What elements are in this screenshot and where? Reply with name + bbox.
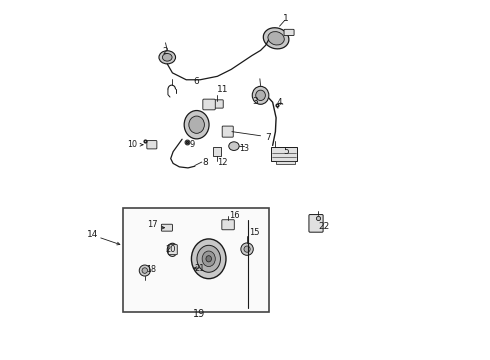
Text: 4: 4 — [277, 98, 282, 107]
FancyBboxPatch shape — [284, 29, 294, 36]
Text: 16: 16 — [229, 211, 239, 220]
Ellipse shape — [252, 86, 269, 104]
Circle shape — [244, 246, 250, 252]
FancyBboxPatch shape — [203, 99, 215, 110]
Text: 18: 18 — [147, 265, 156, 274]
Text: 2: 2 — [162, 46, 168, 55]
Text: 1: 1 — [283, 14, 289, 23]
Text: 9: 9 — [190, 140, 195, 149]
Ellipse shape — [159, 51, 175, 64]
FancyBboxPatch shape — [309, 215, 323, 232]
Text: 7: 7 — [266, 133, 271, 142]
Ellipse shape — [206, 256, 212, 262]
Text: 15: 15 — [249, 228, 260, 237]
Bar — [276, 161, 295, 165]
Circle shape — [142, 268, 147, 273]
Ellipse shape — [256, 90, 266, 100]
FancyBboxPatch shape — [161, 224, 172, 231]
FancyBboxPatch shape — [222, 220, 234, 230]
Bar — [271, 147, 297, 161]
Ellipse shape — [197, 245, 220, 272]
Ellipse shape — [189, 116, 204, 133]
FancyBboxPatch shape — [168, 245, 177, 255]
Text: 10: 10 — [127, 140, 137, 149]
FancyBboxPatch shape — [212, 100, 223, 108]
Bar — [123, 208, 269, 312]
Ellipse shape — [229, 142, 239, 150]
Text: 20: 20 — [166, 245, 176, 253]
Text: 14: 14 — [87, 230, 98, 239]
Text: 12: 12 — [217, 158, 228, 167]
FancyBboxPatch shape — [147, 141, 157, 149]
Text: 17: 17 — [147, 220, 158, 229]
Ellipse shape — [162, 54, 172, 61]
FancyBboxPatch shape — [222, 126, 233, 137]
Ellipse shape — [263, 28, 289, 49]
Text: 11: 11 — [217, 85, 228, 94]
Text: 13: 13 — [239, 144, 249, 153]
Ellipse shape — [192, 239, 226, 279]
Ellipse shape — [202, 251, 215, 266]
Ellipse shape — [184, 111, 209, 139]
Text: 6: 6 — [194, 77, 199, 86]
Ellipse shape — [268, 32, 284, 45]
Bar — [213, 147, 221, 156]
Text: 19: 19 — [193, 309, 205, 319]
Circle shape — [139, 265, 150, 276]
Text: 22: 22 — [318, 222, 329, 231]
Circle shape — [241, 243, 253, 255]
Text: 8: 8 — [202, 158, 208, 167]
Text: 3: 3 — [252, 97, 258, 106]
Text: 21: 21 — [194, 264, 205, 273]
Text: 5: 5 — [283, 147, 289, 156]
